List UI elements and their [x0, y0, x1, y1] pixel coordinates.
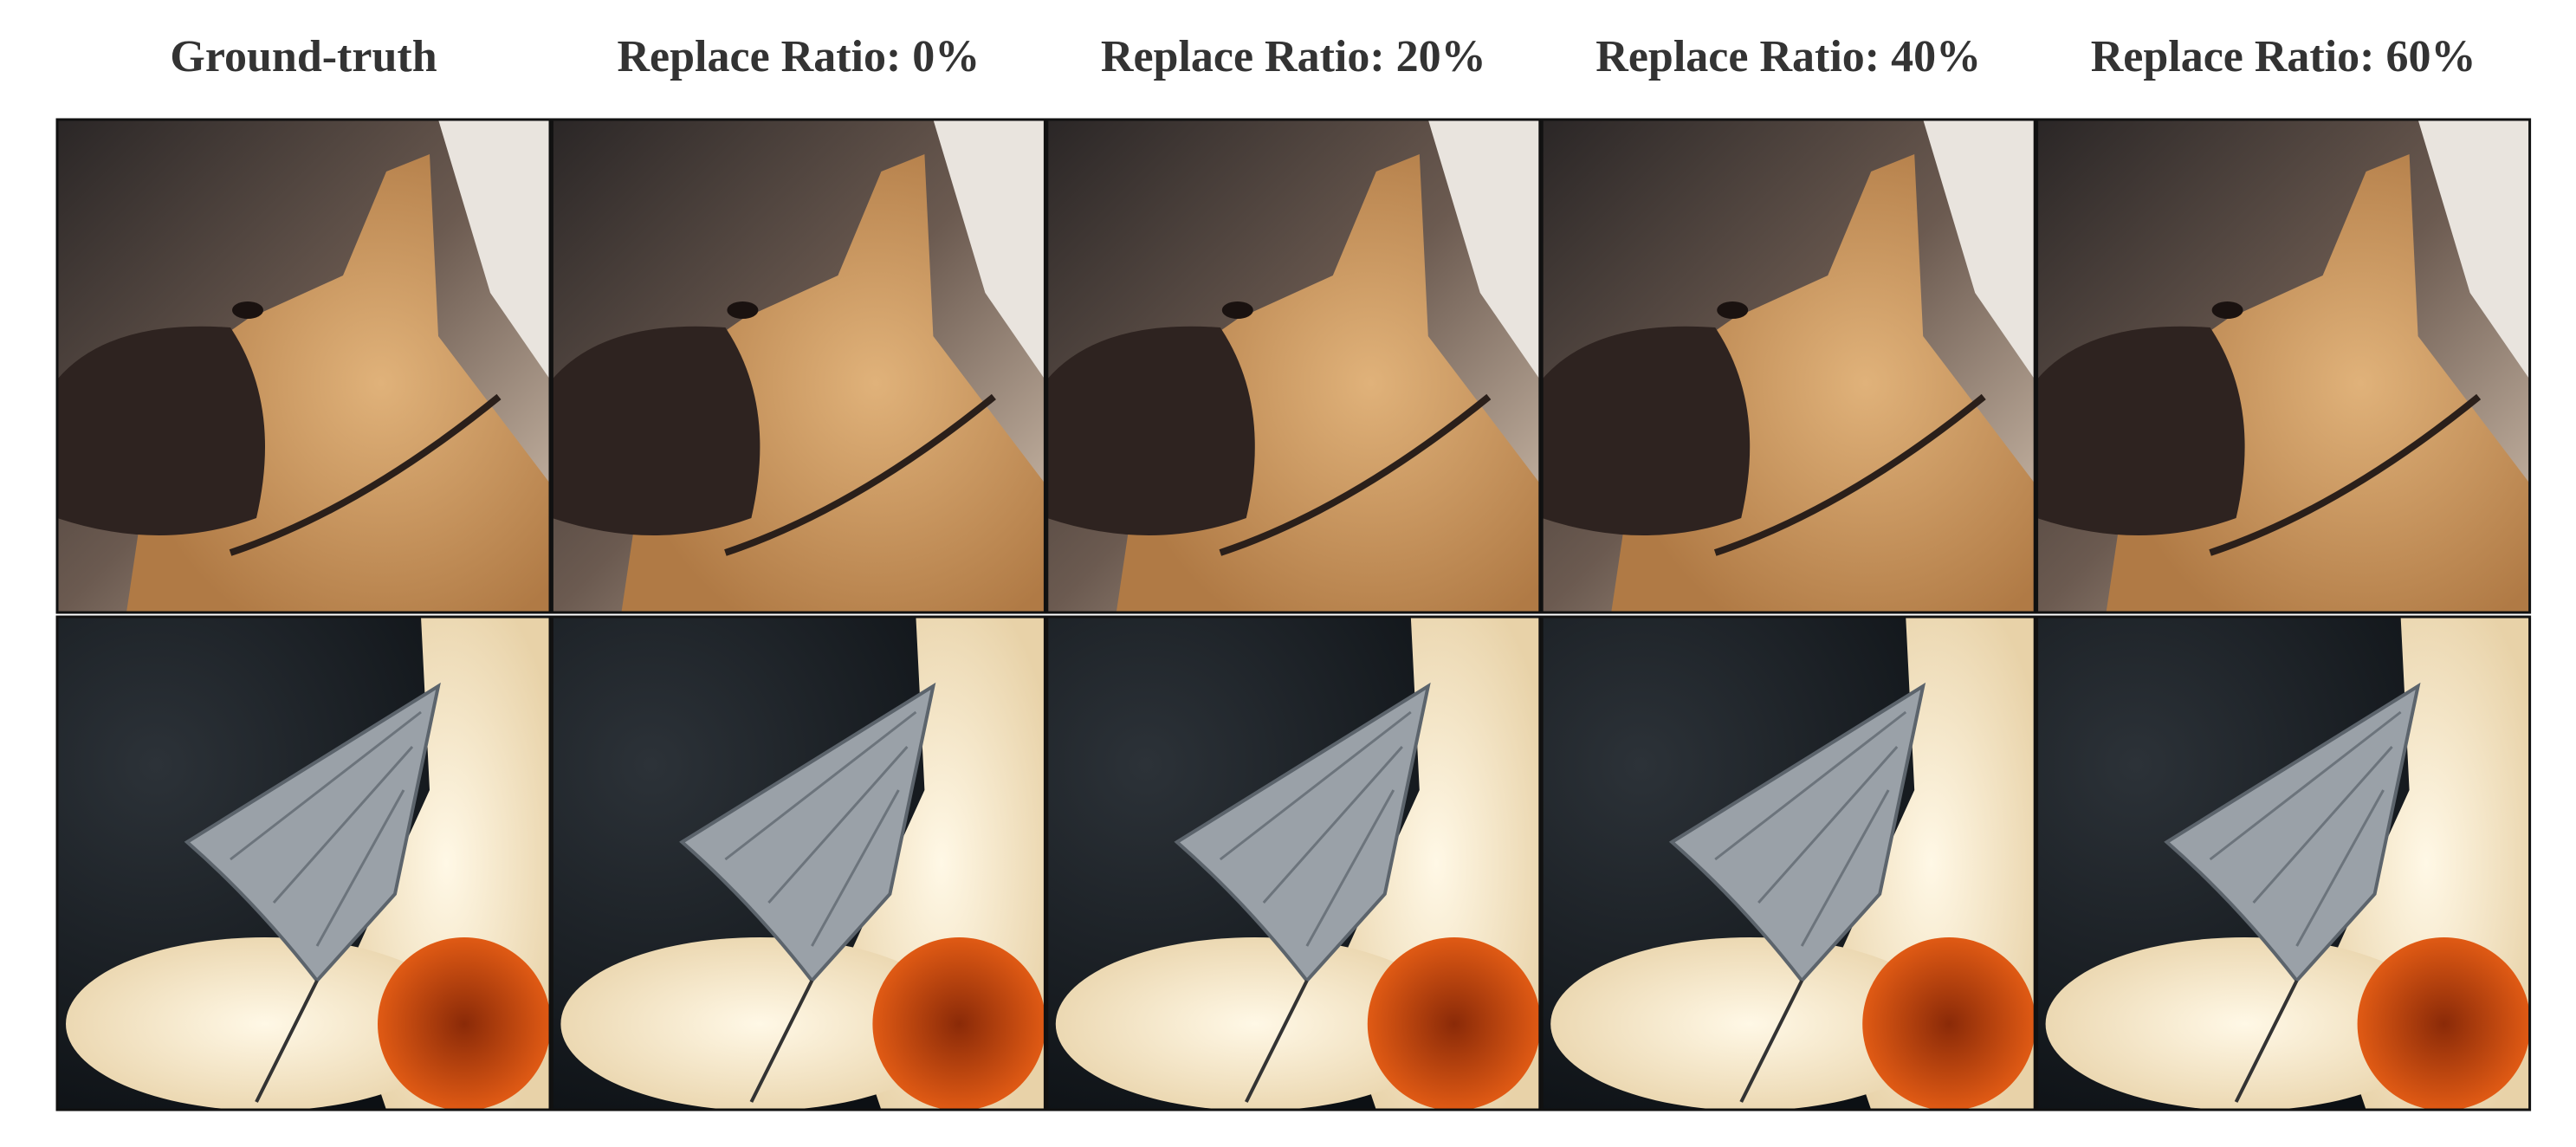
- image-border: [1540, 615, 2036, 1111]
- image-butterfly: [2036, 617, 2530, 1110]
- image-grid: [55, 118, 2532, 1111]
- image-dog: [57, 120, 550, 612]
- image-butterfly: [1542, 617, 2036, 1110]
- column-header: Replace Ratio: 20%: [1101, 32, 1486, 81]
- column-headers: Ground-truth Replace Ratio: 0% Replace Rat…: [170, 32, 2476, 81]
- image-dog: [1047, 120, 1540, 612]
- image-border: [55, 615, 552, 1111]
- image-border: [550, 615, 1046, 1111]
- image-border: [550, 118, 1046, 614]
- image-butterfly: [552, 617, 1045, 1110]
- image-border: [1045, 615, 1542, 1111]
- image-dog: [2037, 120, 2530, 612]
- image-border: [1540, 118, 2036, 614]
- image-dog: [1542, 120, 2035, 612]
- column-header: Replace Ratio: 0%: [618, 32, 981, 81]
- column-header: Replace Ratio: 40%: [1595, 32, 1981, 81]
- image-border: [2036, 615, 2532, 1111]
- image-border: [2036, 118, 2532, 614]
- column-header: Ground-truth: [170, 32, 437, 81]
- image-butterfly: [1046, 617, 1540, 1110]
- image-dog: [552, 120, 1045, 612]
- image-border: [55, 118, 552, 614]
- image-butterfly: [57, 617, 550, 1110]
- image-border: [1045, 118, 1542, 614]
- column-header: Replace Ratio: 60%: [2091, 32, 2476, 81]
